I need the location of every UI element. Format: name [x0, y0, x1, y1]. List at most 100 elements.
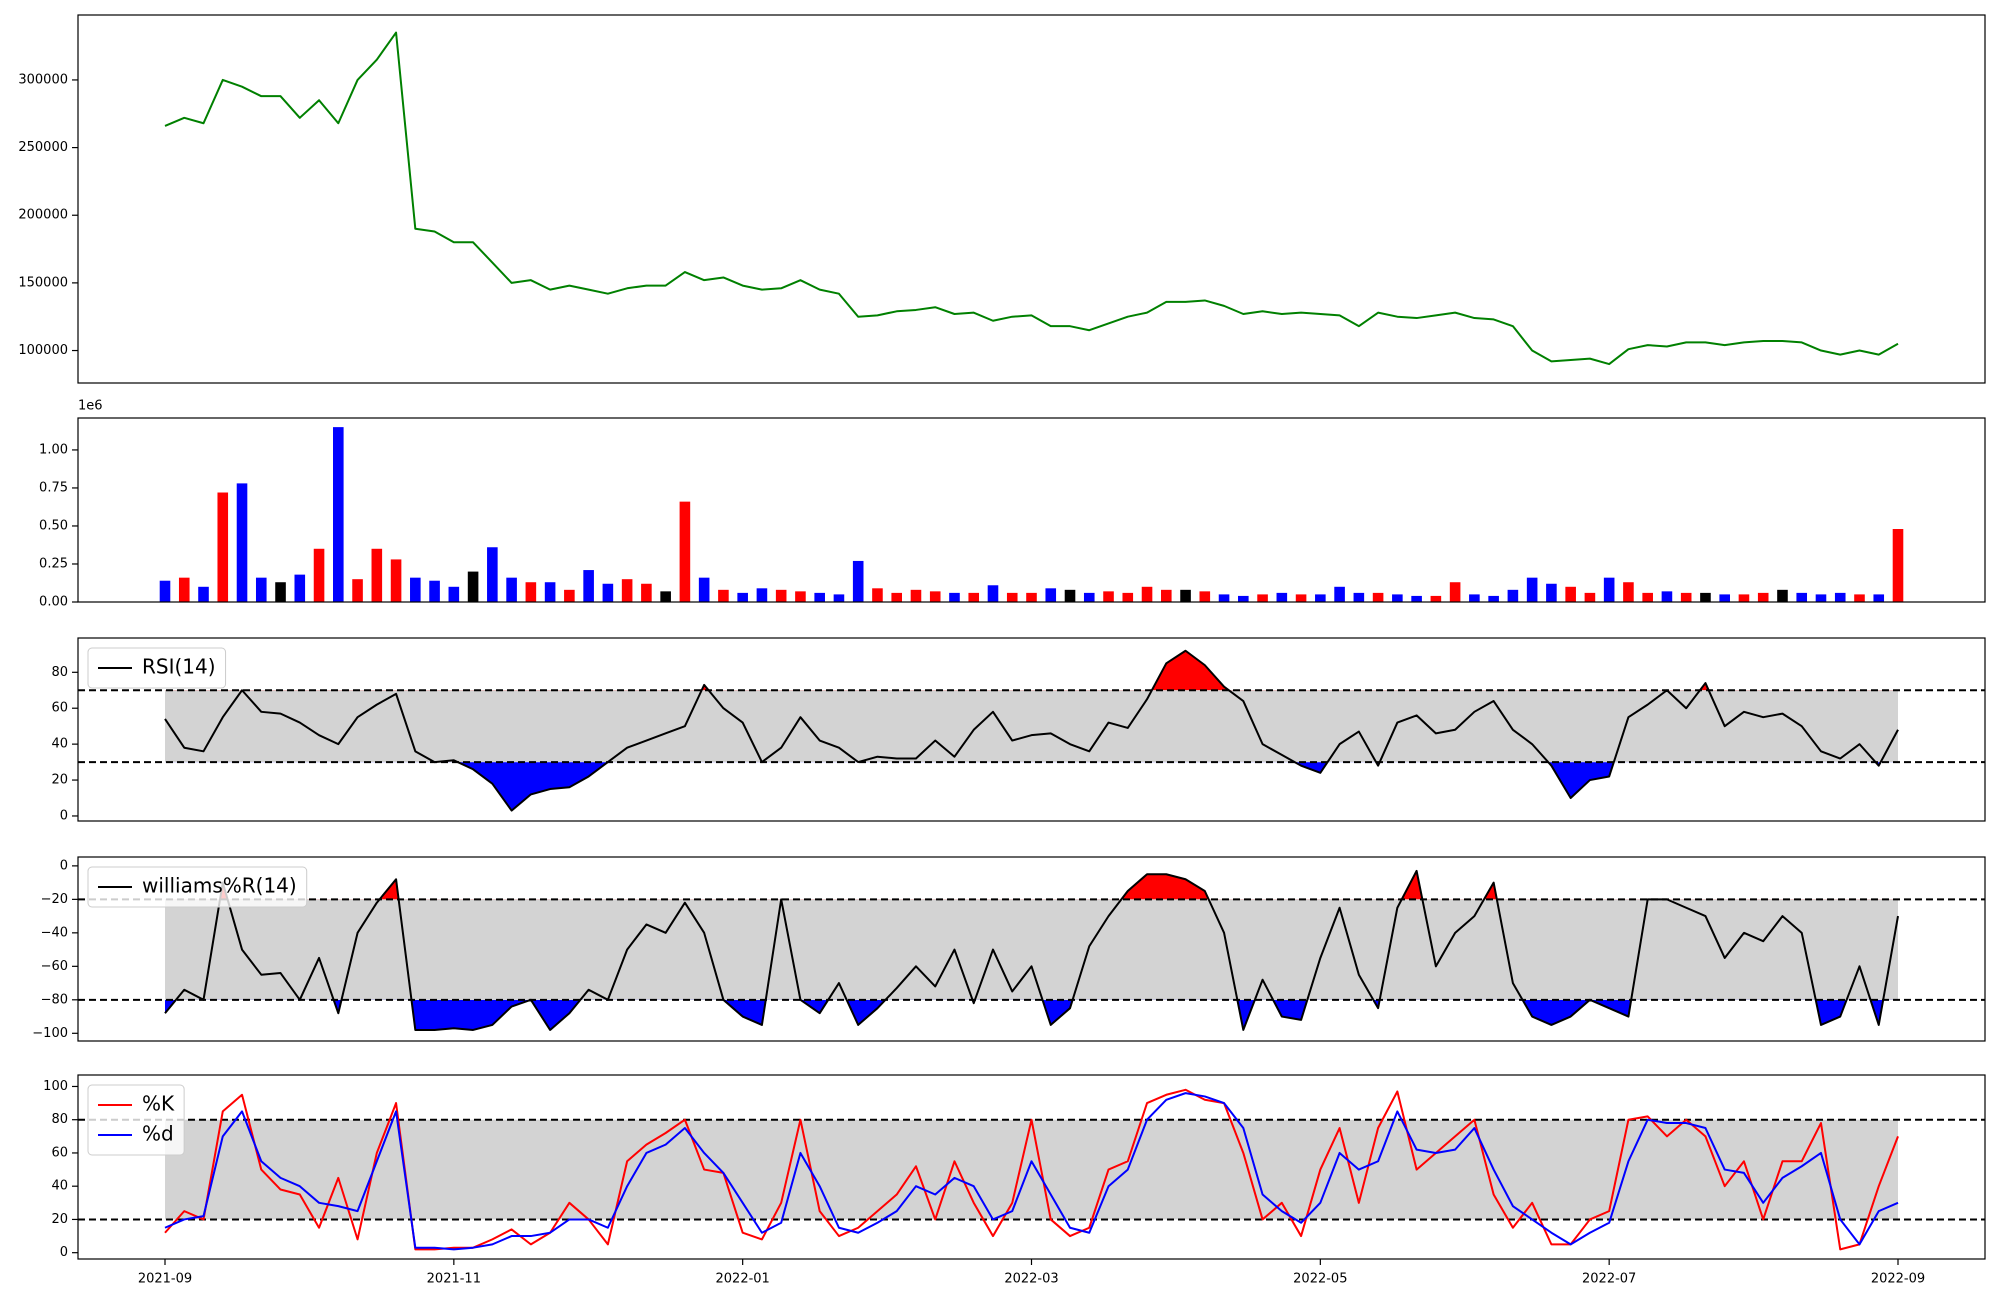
- volume-bar: [1064, 589, 1076, 602]
- volume-bar: [448, 586, 460, 602]
- series-line: [164, 1088, 1899, 1251]
- volume-bar: [1392, 594, 1403, 602]
- volume-bar: [1238, 595, 1249, 602]
- volume-bar: [1103, 591, 1114, 602]
- neutral-band: [165, 690, 1898, 763]
- volume-bar: [660, 591, 671, 602]
- y-tick-label: 20: [51, 773, 68, 788]
- volume-bar: [429, 580, 440, 602]
- volume-bar: [1218, 594, 1230, 602]
- volume-bar: [1006, 592, 1018, 602]
- series-line: [164, 869, 1899, 1031]
- volume-bar: [1122, 592, 1134, 602]
- volume-bar: [1546, 583, 1557, 602]
- volume-bar: [891, 592, 903, 602]
- panel: [78, 1088, 1985, 1251]
- volume-bar: [1372, 592, 1384, 602]
- volume-bar: [1796, 592, 1808, 602]
- volume-bar: [217, 492, 229, 602]
- volume-bar: [1892, 529, 1904, 602]
- volume-bar: [1507, 589, 1519, 602]
- volume-bar: [929, 591, 941, 602]
- axes-frame: [77, 417, 1986, 603]
- volume-bar: [775, 589, 787, 602]
- panel: [159, 427, 1904, 602]
- volume-bar: [564, 589, 575, 602]
- y-tick-label: 0: [60, 858, 68, 873]
- y-tick-label: −60: [41, 959, 68, 974]
- volume-bar: [467, 571, 479, 602]
- volume-bar: [1526, 577, 1538, 602]
- volume-bar: [910, 589, 922, 602]
- volume-bar: [1834, 592, 1846, 602]
- volume-bar: [1738, 594, 1750, 602]
- x-tick-label: 2022-05: [1293, 1272, 1347, 1287]
- volume-bar: [1469, 594, 1480, 602]
- series-line: [164, 649, 1899, 812]
- volume-bar: [236, 483, 248, 602]
- volume-bar: [1642, 592, 1653, 602]
- legend-box: [87, 1084, 185, 1156]
- y-tick-label: 0.25: [39, 556, 68, 571]
- volume-bar: [294, 574, 306, 602]
- x-tick-label: 2022-01: [716, 1272, 770, 1287]
- legend-label: %d: [142, 1122, 174, 1146]
- y-tick-label: 150000: [18, 275, 68, 290]
- volume-bar: [1180, 589, 1191, 602]
- y-tick-label: −80: [41, 992, 68, 1007]
- volume-bar: [1815, 594, 1827, 602]
- volume-bar: [1661, 591, 1673, 602]
- y-tick-label: 100: [43, 1079, 68, 1094]
- series-line: [164, 31, 1899, 366]
- y-tick-label: 40: [51, 1179, 68, 1194]
- legend-box: [87, 647, 227, 689]
- legend-label: RSI(14): [142, 655, 216, 679]
- volume-bar: [987, 585, 999, 602]
- legend-label: williams%R(14): [142, 874, 297, 898]
- volume-bar: [1565, 586, 1576, 602]
- volume-bar: [178, 577, 190, 602]
- y-tick-label: −40: [41, 925, 68, 940]
- volume-bar: [525, 582, 537, 602]
- y-tick-label: −100: [32, 1026, 68, 1041]
- y-tick-label: 300000: [18, 72, 68, 87]
- volume-bar: [718, 589, 729, 602]
- y-tick-label: 0.00: [39, 595, 68, 610]
- y-tick-label: 0.75: [39, 480, 68, 495]
- volume-bar: [1623, 582, 1634, 602]
- volume-bar: [487, 547, 498, 602]
- volume-bar: [698, 577, 710, 602]
- volume-bar: [1026, 592, 1037, 602]
- volume-bar: [1353, 592, 1365, 602]
- x-tick-label: 2021-09: [138, 1272, 192, 1287]
- y-tick-label: 80: [51, 665, 68, 680]
- legend-label: %K: [142, 1092, 175, 1116]
- volume-bar: [583, 570, 594, 602]
- volume-bar: [833, 594, 845, 602]
- volume-bar: [872, 588, 883, 602]
- volume-bar: [602, 583, 614, 602]
- y-tick-label: 40: [51, 737, 68, 752]
- volume-bar: [371, 548, 383, 602]
- volume-bar: [1680, 592, 1692, 602]
- volume-bar: [544, 582, 556, 602]
- y-tick-label: 60: [51, 701, 68, 716]
- axes-frame: [77, 14, 1986, 384]
- neutral-band: [165, 1119, 1898, 1220]
- volume-bar: [333, 427, 344, 602]
- y-tick-label: 60: [51, 1145, 68, 1160]
- legend-box: [87, 866, 308, 908]
- volume-bar: [159, 580, 171, 602]
- series-line: [164, 1092, 1899, 1251]
- y-tick-label: 1.00: [39, 442, 68, 457]
- oversold-fill: [165, 999, 1884, 1030]
- volume-bar: [1411, 595, 1422, 602]
- offset-label: 1e6: [78, 399, 103, 414]
- x-tick-label: 2022-09: [1871, 1272, 1925, 1287]
- y-tick-label: 250000: [18, 140, 68, 155]
- y-tick-label: 20: [51, 1212, 68, 1227]
- y-tick-label: 0.50: [39, 518, 68, 533]
- volume-bar: [1045, 588, 1057, 602]
- volume-bar: [1603, 577, 1615, 602]
- volume-bar: [198, 586, 209, 602]
